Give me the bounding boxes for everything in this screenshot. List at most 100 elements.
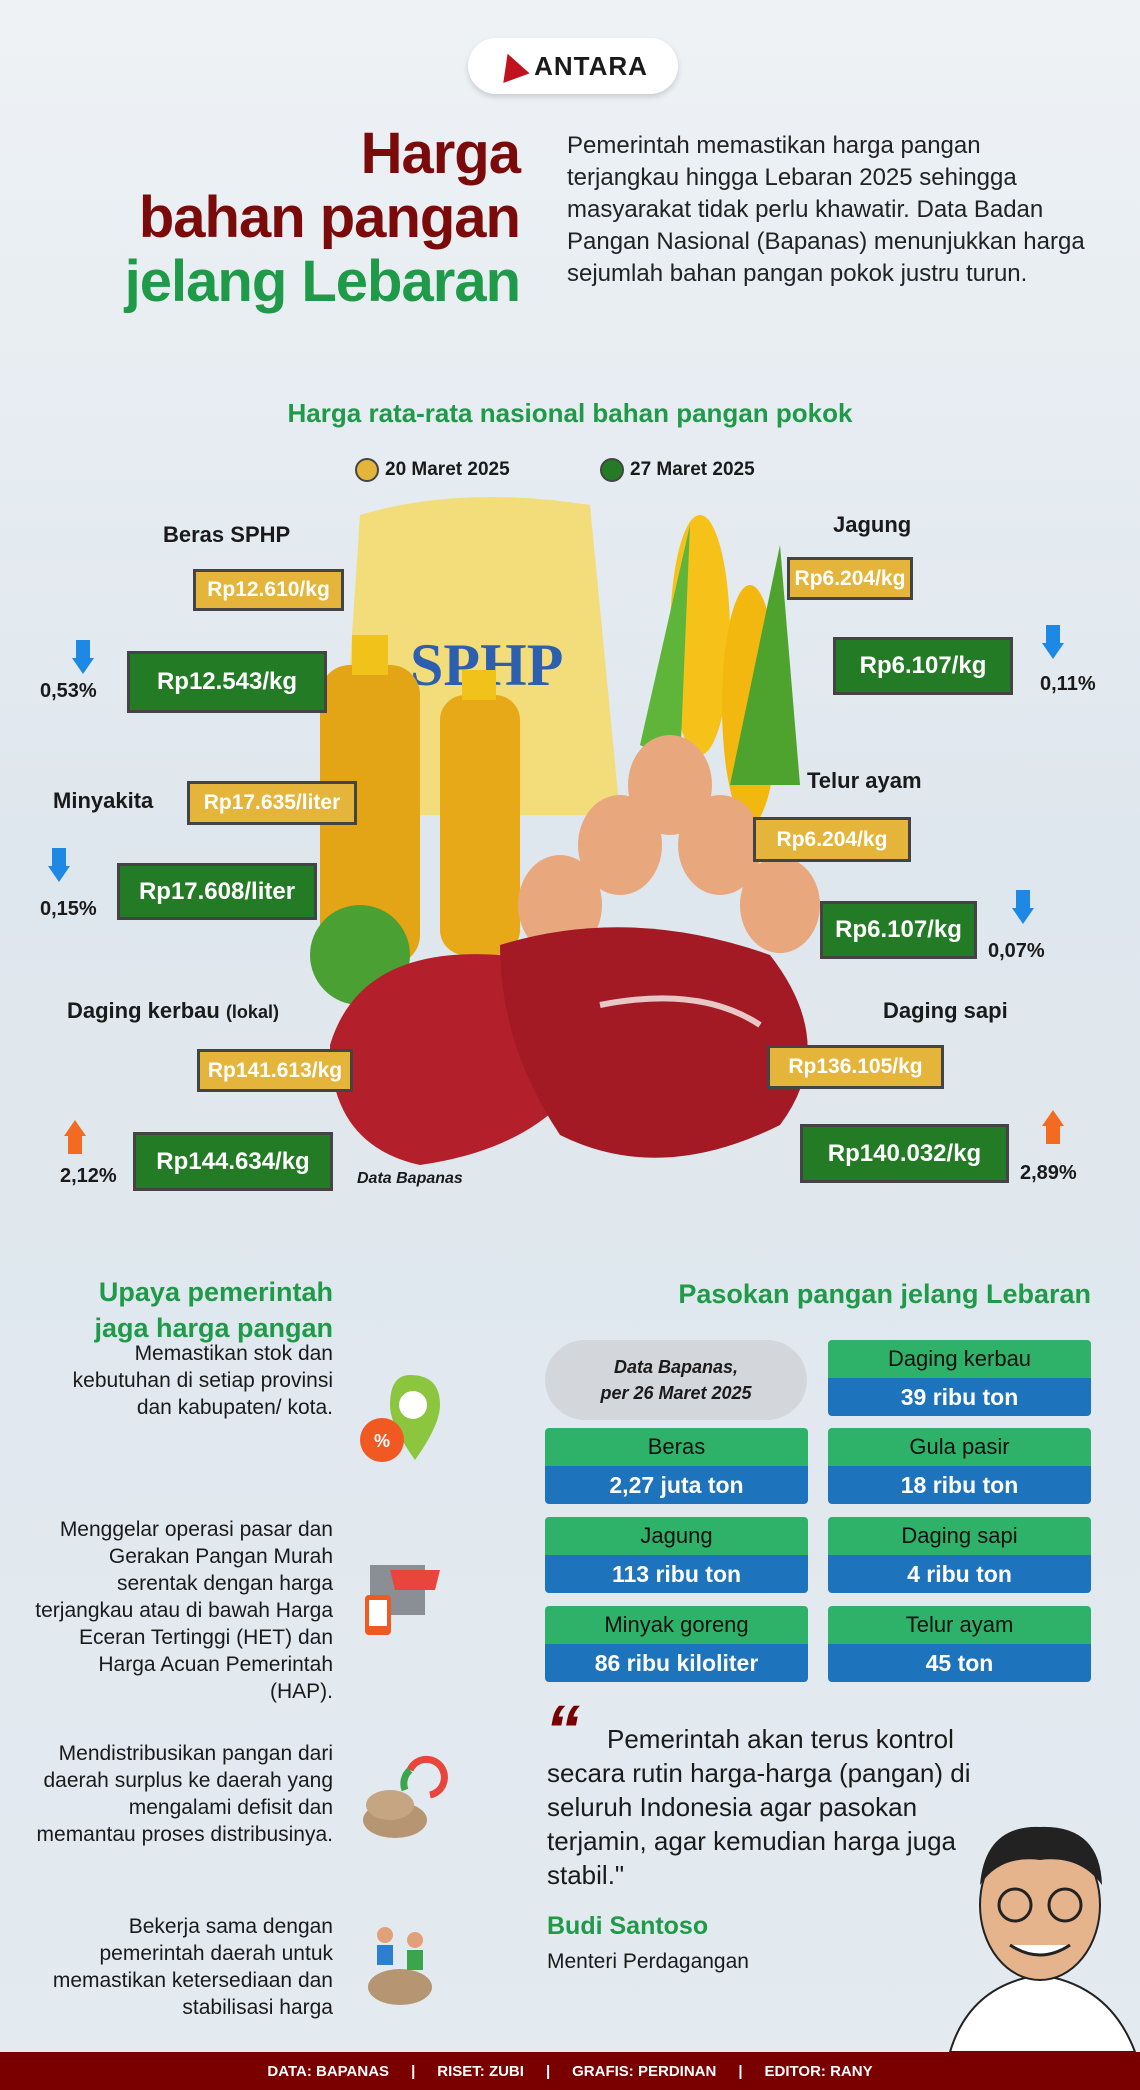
upaya-heading: Upaya pemerintah jaga harga pangan	[94, 1274, 333, 1346]
legend-label: 20 Maret 2025	[385, 459, 510, 480]
upaya-item: Menggelar operasi pasar dan Gerakan Pang…	[35, 1518, 333, 1703]
arrow-down-icon	[1042, 625, 1064, 659]
credit-riset: RISET: ZUBI	[437, 2062, 524, 2080]
item-name-sapi: Daging sapi	[883, 998, 1008, 1023]
svg-text:%: %	[374, 1431, 390, 1451]
food-illustration: SPHP	[310, 497, 820, 1165]
portrait-illustration	[948, 1826, 1137, 2052]
brand-name: ANTARA	[534, 50, 648, 81]
supply-cell: Gula pasir 18 ribu ton	[828, 1428, 1091, 1504]
change-minyakita: 0,15%	[40, 898, 97, 920]
separator: |	[738, 2062, 743, 2080]
change-beras: 0,53%	[40, 680, 97, 702]
legend-dot-yellow	[355, 458, 379, 482]
arrow-up-icon	[1042, 1110, 1064, 1144]
old-price-jagung: Rp6.204/kg	[787, 557, 913, 600]
credit-data: DATA: BAPANAS	[267, 2062, 390, 2080]
supply-cell: Jagung 113 ribu ton	[545, 1517, 808, 1593]
title-line-3: jelang Lebaran	[124, 249, 521, 314]
credit-editor: EDITOR: RANY	[764, 2062, 873, 2080]
quote-author: Budi Santoso	[547, 1912, 709, 1940]
prices-source: Data Bapanas	[357, 1170, 463, 1187]
corn	[640, 515, 800, 825]
antara-mark-icon	[494, 48, 530, 84]
prices-heading: Harga rata-rata nasional bahan pangan po…	[287, 398, 853, 428]
item-name-suffix: (lokal)	[225, 1002, 279, 1022]
supply-name: Gula pasir	[828, 1428, 1091, 1466]
legend-new: 27 Maret 2025	[600, 458, 755, 482]
supply-cell: Daging sapi 4 ribu ton	[828, 1517, 1091, 1593]
cooperation-people-icon	[368, 1927, 432, 2005]
upaya-heading-line: jaga harga pangan	[94, 1313, 333, 1343]
old-price-minyakita: Rp17.635/liter	[187, 781, 357, 825]
new-price-sapi: Rp140.032/kg	[800, 1124, 1009, 1183]
note-line: per 26 Maret 2025	[600, 1383, 752, 1403]
legend-label: 27 Maret 2025	[630, 459, 755, 480]
item-name-telur: Telur ayam	[807, 768, 922, 793]
supply-value: 45 ton	[828, 1644, 1091, 1682]
quote-role: Menteri Perdagangan	[547, 1950, 749, 1973]
pasokan-note: Data Bapanas, per 26 Maret 2025	[545, 1340, 807, 1420]
upaya-item: Memastikan stok dan kebutuhan di setiap …	[72, 1342, 333, 1419]
item-name-text: Daging kerbau	[67, 998, 220, 1023]
new-price-kerbau: Rp144.634/kg	[133, 1132, 333, 1191]
upaya-heading-line: Upaya pemerintah	[98, 1277, 333, 1307]
old-price-beras: Rp12.610/kg	[193, 569, 344, 611]
old-price-sapi: Rp136.105/kg	[767, 1045, 944, 1089]
change-jagung: 0,11%	[1040, 673, 1096, 695]
footer-credits: DATA: BAPANAS | RISET: ZUBI | GRAFIS: PERD…	[0, 2052, 1140, 2090]
item-name-jagung: Jagung	[833, 512, 912, 537]
pasokan-heading: Pasokan pangan jelang Lebaran	[678, 1279, 1091, 1309]
item-name-kerbau: Daging kerbau (lokal)	[67, 998, 279, 1024]
legend-old: 20 Maret 2025	[355, 458, 510, 482]
supply-value: 18 ribu ton	[828, 1466, 1091, 1504]
old-price-telur: Rp6.204/kg	[753, 817, 911, 862]
upaya-item: Bekerja sama dengan pemerintah daerah un…	[52, 1915, 333, 2019]
supply-name: Beras	[545, 1428, 808, 1466]
upaya-item: Mendistribusikan pangan dari daerah surp…	[36, 1742, 333, 1846]
new-price-minyakita: Rp17.608/liter	[117, 863, 317, 920]
title-line-2: bahan pangan	[138, 185, 521, 250]
arrow-down-icon	[48, 848, 70, 882]
page-title: Harga bahan pangan jelang Lebaran	[124, 121, 521, 314]
supply-value: 86 ribu kiloliter	[545, 1644, 808, 1682]
quote-text: Pemerintah akan terus kontrol secara rut…	[547, 1724, 971, 1890]
oil-bottles	[320, 635, 520, 965]
meat	[330, 927, 808, 1165]
quote-mark-icon: “	[545, 1691, 580, 1769]
supply-name: Daging sapi	[828, 1517, 1091, 1555]
new-price-telur: Rp6.107/kg	[820, 901, 977, 959]
supply-name: Minyak goreng	[545, 1606, 808, 1644]
supply-value: 2,27 juta ton	[545, 1466, 808, 1504]
location-discount-icon: %	[360, 1375, 440, 1462]
supply-name: Daging kerbau	[828, 1340, 1091, 1378]
supply-cell: Beras 2,27 juta ton	[545, 1428, 808, 1504]
supply-value: 4 ribu ton	[828, 1555, 1091, 1593]
change-sapi: 2,89%	[1020, 1162, 1077, 1184]
change-kerbau: 2,12%	[60, 1165, 117, 1187]
antara-logo: ANTARA	[468, 38, 678, 94]
supply-value: 39 ribu ton	[828, 1378, 1091, 1416]
title-line-1: Harga	[360, 121, 521, 186]
market-stall-icon	[365, 1565, 440, 1635]
supply-cell: Telur ayam 45 ton	[828, 1606, 1091, 1682]
arrow-down-icon	[72, 640, 94, 674]
item-name-minyakita: Minyakita	[53, 788, 154, 813]
legend-dot-green	[600, 458, 624, 482]
supply-name: Jagung	[545, 1517, 808, 1555]
supply-name: Telur ayam	[828, 1606, 1091, 1644]
arrow-up-icon	[64, 1120, 86, 1154]
new-price-jagung: Rp6.107/kg	[833, 637, 1013, 695]
credit-grafis: GRAFIS: PERDINAN	[572, 2062, 717, 2080]
arrow-down-icon	[1012, 890, 1034, 924]
distribution-sacks-icon	[363, 1755, 448, 1838]
change-telur: 0,07%	[988, 940, 1045, 962]
intro-text: Pemerintah memastikan harga pangan terja…	[567, 132, 1085, 287]
supply-cell: Daging kerbau 39 ribu ton	[828, 1340, 1091, 1416]
note-line: Data Bapanas,	[613, 1357, 739, 1377]
old-price-kerbau: Rp141.613/kg	[197, 1049, 353, 1092]
supply-value: 113 ribu ton	[545, 1555, 808, 1593]
item-name-beras: Beras SPHP	[163, 522, 291, 547]
separator: |	[545, 2062, 551, 2080]
separator: |	[411, 2062, 416, 2080]
